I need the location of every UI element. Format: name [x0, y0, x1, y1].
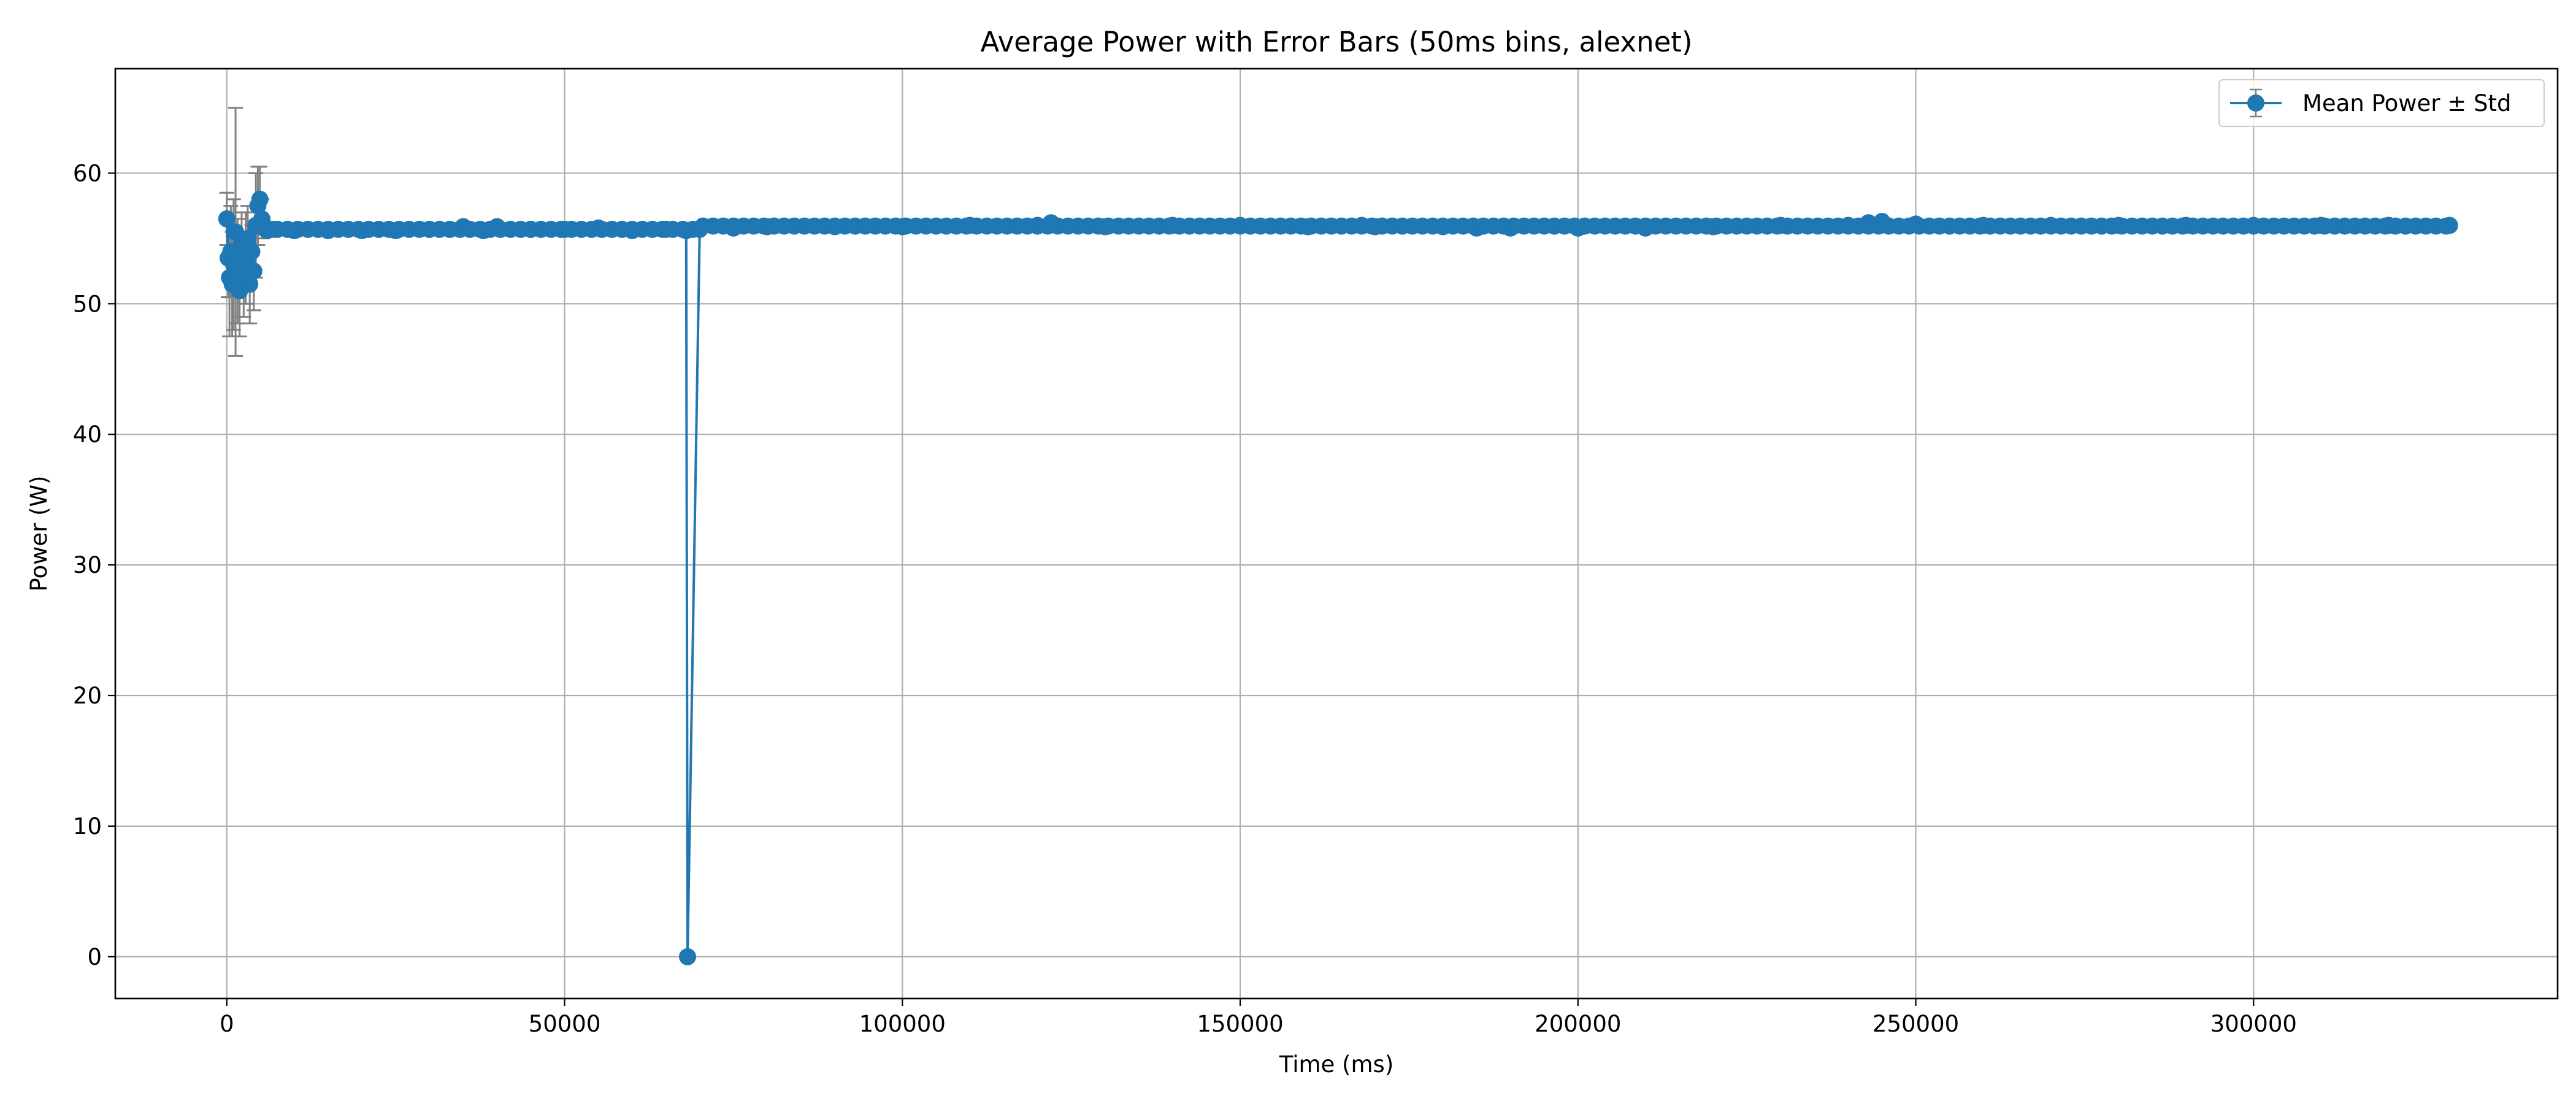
- y-axis-label: Power (W): [26, 475, 52, 591]
- legend-box: [2218, 79, 2545, 127]
- x-tick-label: 150000: [1197, 1011, 1283, 1037]
- chart-title: Average Power with Error Bars (50ms bins…: [981, 26, 1693, 58]
- x-tick-label: 100000: [859, 1011, 946, 1037]
- x-tick-label: 300000: [2210, 1011, 2297, 1037]
- x-axis-ticks: 0 50000 100000 150000 200000 250000 300000: [220, 999, 2297, 1037]
- legend: Mean Power ± Std: [2218, 79, 2545, 127]
- y-axis-ticks: 0 10 20 30 40 50 60: [73, 160, 115, 970]
- y-tick-label: 50: [73, 291, 102, 317]
- x-tick-label: 200000: [1535, 1011, 1621, 1037]
- plot-frame: [114, 67, 2559, 1000]
- series-markers: [218, 190, 2458, 965]
- series-point: [241, 275, 259, 293]
- y-tick-label: 0: [87, 944, 102, 970]
- y-tick-label: 30: [73, 552, 102, 578]
- series-point: [251, 190, 269, 208]
- legend-marker-icon: [2247, 94, 2264, 112]
- y-tick-label: 60: [73, 160, 102, 186]
- y-tick-label: 10: [73, 813, 102, 840]
- x-axis-label: Time (ms): [1279, 1051, 1394, 1078]
- y-tick-label: 40: [73, 421, 102, 448]
- series-point: [245, 263, 263, 280]
- series-point: [239, 229, 256, 247]
- series-point: [679, 948, 696, 965]
- legend-entry-label: Mean Power ± Std: [2302, 90, 2511, 117]
- x-tick-label: 50000: [529, 1011, 601, 1037]
- x-tick-label: 250000: [1873, 1011, 1959, 1037]
- series-point-dense: [2437, 217, 2455, 235]
- x-tick-label: 0: [220, 1011, 234, 1037]
- series-point: [243, 243, 261, 261]
- y-tick-label: 20: [73, 683, 102, 709]
- series-point: [218, 210, 236, 228]
